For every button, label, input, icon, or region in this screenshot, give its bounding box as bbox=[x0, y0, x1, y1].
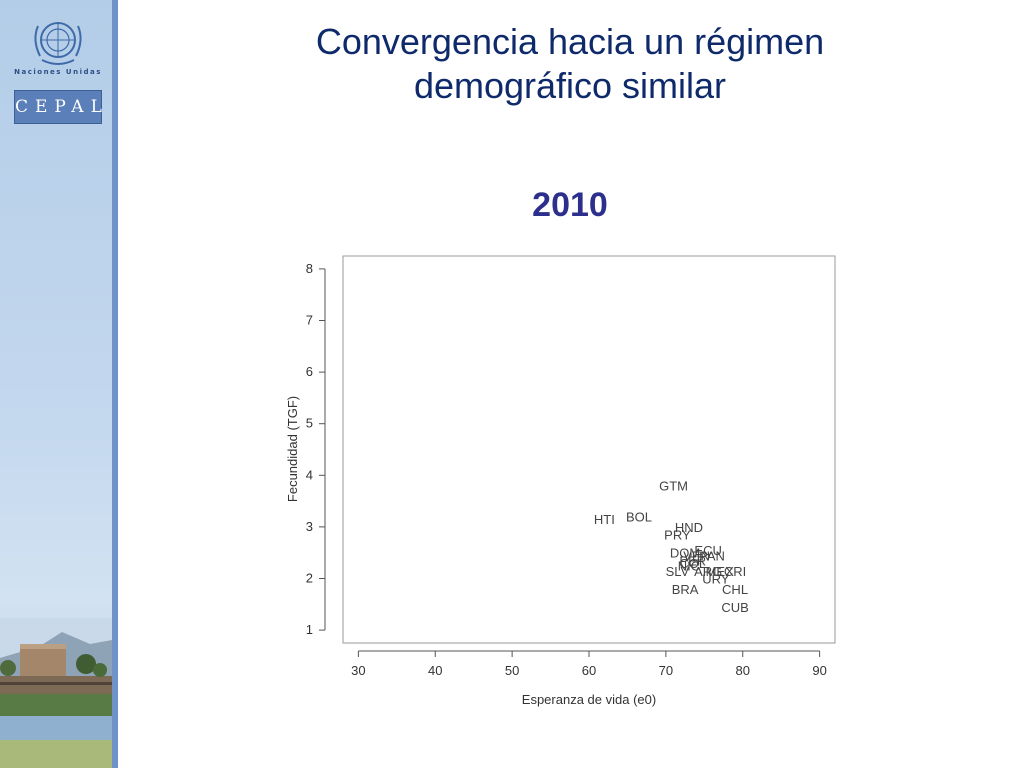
y-tick-label: 7 bbox=[306, 313, 313, 328]
sidebar: Naciones Unidas CEPAL bbox=[0, 0, 112, 768]
point-label: CUB bbox=[721, 600, 748, 615]
point-label: BRA bbox=[672, 582, 699, 597]
building-photo bbox=[0, 618, 112, 768]
point-label: CHL bbox=[722, 582, 748, 597]
point-label: GTM bbox=[659, 479, 688, 494]
x-tick-label: 80 bbox=[736, 663, 750, 678]
x-tick-label: 50 bbox=[505, 663, 519, 678]
y-axis-label: Fecundidad (TGF) bbox=[285, 396, 300, 502]
x-tick-label: 70 bbox=[659, 663, 673, 678]
point-label: CRI bbox=[724, 564, 746, 579]
plot-area bbox=[342, 255, 836, 644]
point-label: NIC bbox=[678, 559, 700, 574]
point-label: PER bbox=[679, 553, 706, 568]
y-tick-label: 3 bbox=[306, 519, 313, 534]
y-tick-label: 5 bbox=[306, 416, 313, 431]
x-tick-label: 40 bbox=[428, 663, 442, 678]
y-axis: 1 2 3 4 5 6 7 8 bbox=[306, 261, 326, 637]
y-tick-label: 2 bbox=[306, 571, 313, 586]
cepal-logo: CEPAL bbox=[14, 90, 102, 124]
point-label: URY bbox=[702, 572, 730, 587]
point-label: HND bbox=[675, 520, 703, 535]
slide-title-line-1: Convergencia hacia un régimen bbox=[315, 21, 825, 62]
x-axis-label: Esperanza de vida (e0) bbox=[522, 692, 656, 707]
x-tick-label: 30 bbox=[351, 663, 365, 678]
point-label: SLV bbox=[666, 564, 690, 579]
point-label: BOL bbox=[626, 510, 652, 525]
point-label: VEN bbox=[683, 548, 710, 563]
point-label: ECU bbox=[694, 543, 721, 558]
point-label: COL bbox=[679, 556, 706, 571]
y-tick-label: 8 bbox=[306, 261, 313, 276]
slide-title: Convergencia hacia un régimen demográfic… bbox=[240, 20, 900, 108]
point-label: PAN bbox=[699, 548, 725, 563]
un-label: Naciones Unidas bbox=[14, 68, 102, 76]
slide-title-line-2: demográfico similar bbox=[413, 65, 727, 106]
x-tick-label: 60 bbox=[582, 663, 596, 678]
point-label: HTI bbox=[594, 512, 615, 527]
point-label: MEX bbox=[706, 564, 735, 579]
un-emblem-icon bbox=[34, 22, 82, 65]
point-label: DOM bbox=[670, 546, 700, 561]
point-label: PRY bbox=[664, 528, 691, 543]
point-label: ARG bbox=[694, 564, 722, 579]
y-tick-label: 6 bbox=[306, 364, 313, 379]
x-axis: 30 40 50 60 70 80 90 bbox=[351, 650, 827, 678]
y-tick-label: 4 bbox=[306, 467, 313, 482]
y-tick-label: 1 bbox=[306, 622, 313, 637]
year-heading: 2010 bbox=[532, 186, 608, 224]
sidebar-edge bbox=[112, 0, 118, 768]
x-tick-label: 90 bbox=[812, 663, 826, 678]
